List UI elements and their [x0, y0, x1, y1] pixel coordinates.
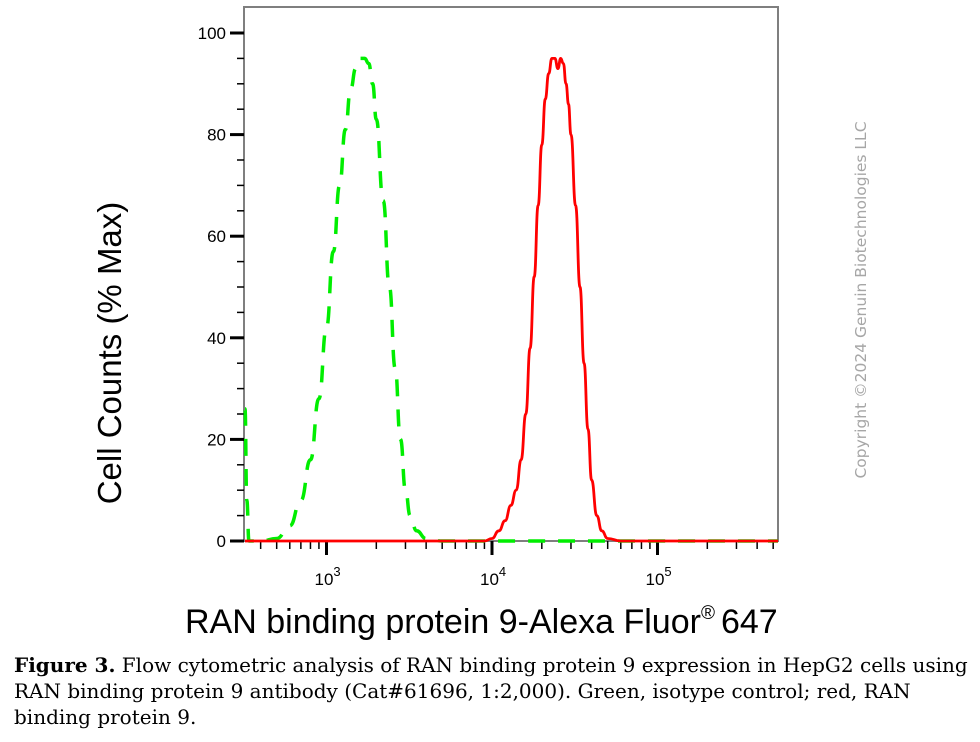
x-tick-label: 105	[646, 564, 672, 589]
ran-binding-protein-9-curve	[244, 56, 778, 543]
series-layer	[243, 56, 778, 543]
isotype-control-curve	[243, 56, 778, 543]
y-tick-label: 20	[207, 430, 226, 449]
y-axis-label: Cell Counts (% Max)	[91, 201, 128, 505]
x-axis-label-end: 647	[720, 603, 778, 641]
x-axis-label-main: RAN binding protein 9-Alexa Fluor	[185, 603, 701, 641]
x-tick-label: 104	[480, 564, 506, 589]
figure-label: Figure 3.	[14, 653, 116, 677]
figure-caption: Figure 3. Flow cytometric analysis of RA…	[14, 652, 974, 730]
x-axis-label: RAN binding protein 9-Alexa Fluor® 647	[185, 594, 778, 642]
copyright-watermark: Copyright ©2024 Genuin Biotechnologies L…	[852, 121, 870, 479]
y-tick-label: 0	[217, 532, 226, 551]
plot-border	[243, 6, 779, 542]
y-axis-ticks: 0 20 40 60 80 100	[198, 24, 244, 551]
y-tick-label: 100	[198, 24, 226, 43]
x-tick-label: 103	[315, 564, 341, 589]
plot-frame	[243, 6, 779, 542]
y-tick-label: 40	[207, 329, 226, 348]
y-tick-label: 80	[207, 126, 226, 145]
y-tick-label: 60	[207, 227, 226, 246]
registered-mark: ®	[700, 603, 715, 624]
caption-text: Flow cytometric analysis of RAN binding …	[14, 653, 968, 729]
x-axis-ticks: 103 104 105	[259, 541, 774, 589]
